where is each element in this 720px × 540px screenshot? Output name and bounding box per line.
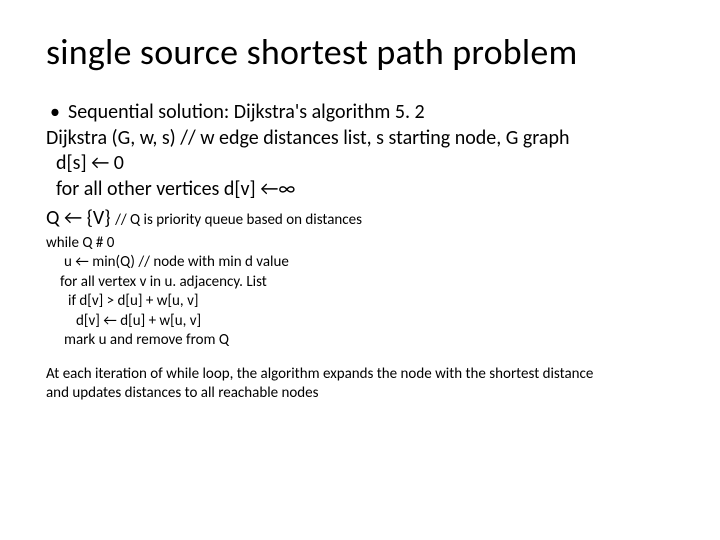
line-queue-init: Q ← {V} // Q is priority queue based on … [46,206,674,232]
bullet-line: • Sequential solution: Dijkstra's algori… [46,100,674,126]
body-text: • Sequential solution: Dijkstra's algori… [46,100,674,202]
slide-title: single source shortest path problem [46,30,674,74]
pseudocode-block: while Q # 0 u ← min(Q) // node with min … [46,234,674,351]
line-mark: mark u and remove from Q [46,331,674,351]
bullet-text: Sequential solution: Dijkstra's algorith… [68,100,425,126]
queue-init-head: Q ← {V} [46,206,115,230]
line-u-min: u ← min(Q) // node with min d value [46,253,674,273]
line-for-vertex: for all vertex v in u. adjacency. List [46,273,674,293]
line-while: while Q # 0 [46,234,674,254]
line-if: if d[v] > d[u] + w[u, v] [46,292,674,312]
bullet-glyph: • [46,100,68,126]
footer-note: At each iteration of while loop, the alg… [46,365,674,404]
line-d-s: d[s] ← 0 [46,151,674,177]
footer-line-1: At each iteration of while loop, the alg… [46,365,674,385]
queue-init-comment: // Q is priority queue based on distance… [115,211,362,229]
footer-line-2: and updates distances to all reachable n… [46,384,674,404]
line-d-v: for all other vertices d[v] ←∞ [46,177,674,203]
line-dijkstra-signature: Dijkstra (G, w, s) // w edge distances l… [46,126,674,152]
line-update: d[v] ← d[u] + w[u, v] [46,312,674,332]
